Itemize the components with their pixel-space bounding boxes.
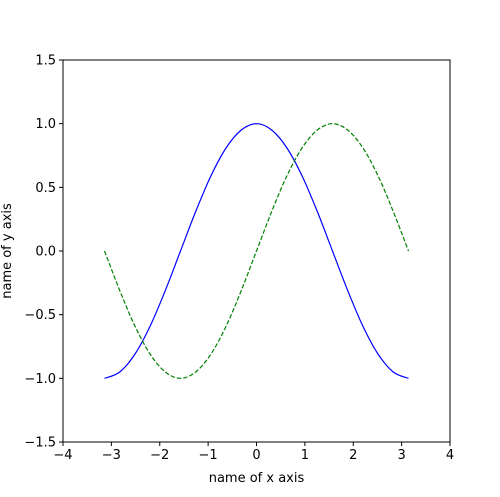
x-tick-label: 0 xyxy=(252,448,260,463)
y-tick-label: 0.5 xyxy=(35,181,56,196)
y-axis-label: name of y axis xyxy=(0,203,15,299)
x-tick-label: 2 xyxy=(349,448,357,463)
y-axis-ticks: −1.5 −1.0 −0.5 0.0 0.5 1.0 1.5 xyxy=(24,54,63,451)
x-tick-label: −1 xyxy=(199,448,218,463)
x-axis-label: name of x axis xyxy=(209,471,305,486)
x-tick-label: −4 xyxy=(53,448,72,463)
x-tick-label: 3 xyxy=(397,448,405,463)
y-tick-label: 1.5 xyxy=(35,54,56,69)
x-tick-label: 4 xyxy=(446,448,454,463)
series-layer xyxy=(103,123,410,379)
y-tick-label: −1.5 xyxy=(24,436,56,451)
series-1-line xyxy=(104,123,409,379)
x-tick-label: −3 xyxy=(102,448,121,463)
x-axis-ticks: −4 −3 −2 −1 0 1 2 3 4 xyxy=(53,442,454,463)
x-tick-label: −2 xyxy=(150,448,169,463)
x-tick-label: 1 xyxy=(301,448,309,463)
y-tick-label: −0.5 xyxy=(24,308,56,323)
y-tick-label: 0.0 xyxy=(35,245,56,260)
y-tick-label: 1.0 xyxy=(35,117,56,132)
series-2-line xyxy=(103,123,410,379)
y-tick-label: −1.0 xyxy=(24,372,56,387)
